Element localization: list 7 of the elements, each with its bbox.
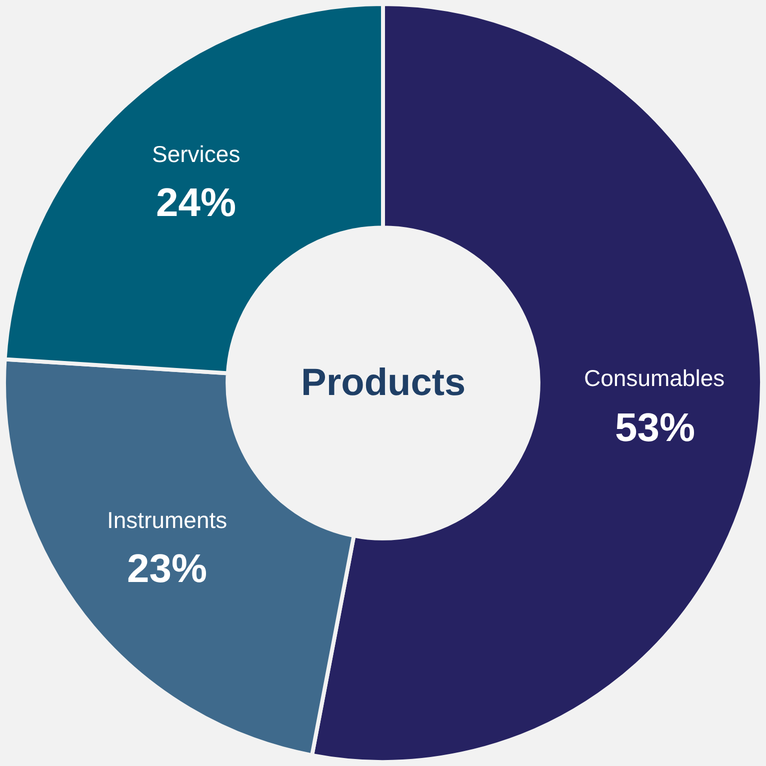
slice-label: Instruments bbox=[107, 507, 228, 533]
slice-label: Consumables bbox=[584, 365, 725, 391]
data-label: 24% bbox=[156, 181, 236, 225]
text: Products bbox=[301, 362, 466, 404]
data-label: 53% bbox=[615, 406, 696, 450]
data-label: 23% bbox=[127, 547, 208, 591]
slice-label: Services bbox=[152, 141, 240, 167]
